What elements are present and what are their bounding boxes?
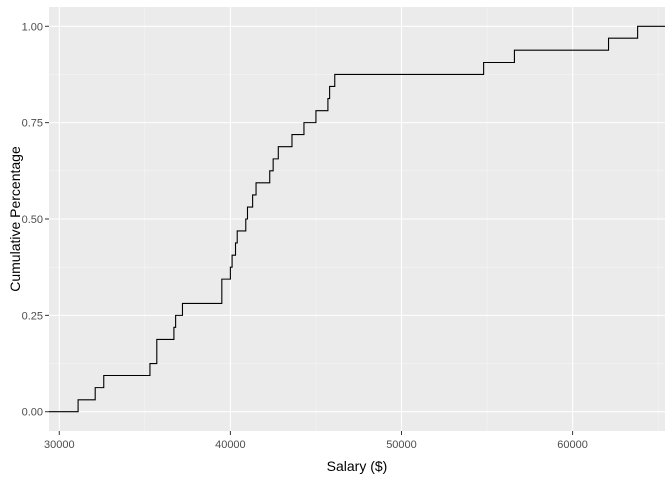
x-tick-label: 60000 — [557, 439, 588, 451]
y-tick-label: 0.25 — [22, 310, 43, 322]
ecdf-step-line — [49, 25, 665, 413]
y-tick-label: 0.75 — [22, 118, 43, 130]
x-axis-title: Salary ($) — [327, 458, 388, 474]
y-tick-label: 0.50 — [22, 214, 43, 226]
y-tick-label: 0.00 — [22, 407, 43, 419]
y-axis-title: Cumulative Percentage — [7, 146, 23, 292]
grid-lines — [49, 7, 665, 431]
x-tick-label: 40000 — [215, 439, 246, 451]
series-layer — [49, 25, 665, 413]
x-tick-label: 50000 — [386, 439, 417, 451]
x-tick-label: 30000 — [44, 439, 75, 451]
y-axis-ticks: 0.00 0.25 0.50 0.75 1.00 — [22, 21, 49, 419]
x-axis-ticks: 30000 40000 50000 60000 — [44, 431, 588, 451]
y-tick-label: 1.00 — [22, 21, 43, 33]
